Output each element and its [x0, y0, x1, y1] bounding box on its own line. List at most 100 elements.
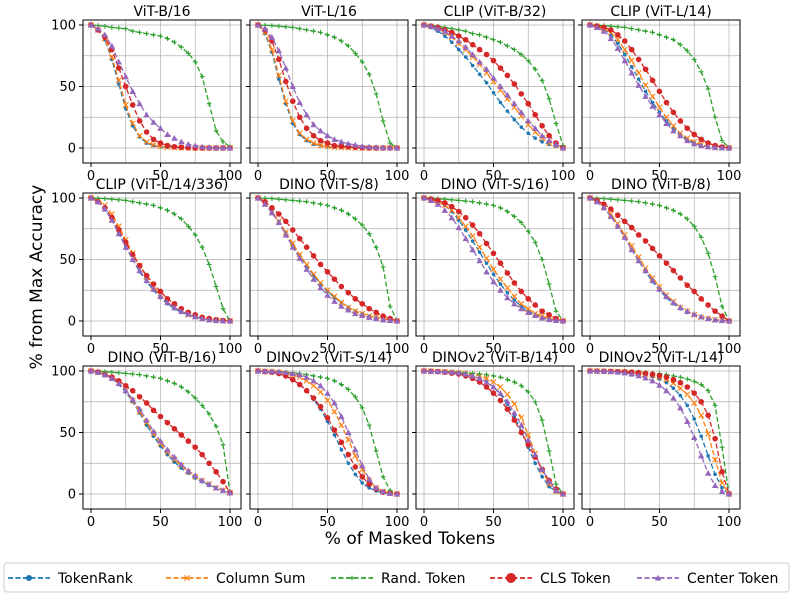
data-point	[268, 209, 276, 216]
data-point	[289, 83, 296, 90]
data-point	[269, 205, 275, 211]
data-point	[518, 300, 525, 307]
data-point	[685, 403, 690, 408]
data-point	[490, 266, 497, 273]
data-point	[712, 456, 719, 463]
data-point	[150, 136, 157, 143]
data-point	[205, 316, 213, 323]
series-center-token	[254, 194, 401, 324]
data-point	[525, 431, 532, 438]
data-point	[497, 397, 504, 404]
data-point	[345, 429, 352, 436]
data-point	[532, 111, 538, 118]
data-point	[463, 228, 468, 232]
data-point	[691, 140, 698, 147]
data-point	[115, 77, 122, 84]
data-point	[199, 74, 205, 80]
data-point	[691, 288, 698, 295]
data-point	[379, 316, 387, 323]
data-point	[345, 436, 352, 443]
data-point	[497, 65, 504, 71]
data-point	[670, 299, 677, 306]
data-point	[164, 131, 171, 138]
x-tick-label: 100	[385, 515, 410, 530]
data-point	[539, 308, 545, 314]
data-point	[720, 486, 724, 490]
data-point	[525, 228, 531, 234]
data-point	[664, 380, 669, 385]
data-point	[532, 125, 539, 131]
data-point	[608, 196, 614, 202]
data-point	[719, 444, 725, 450]
data-point	[346, 461, 351, 466]
data-point	[151, 202, 156, 208]
data-point	[691, 223, 697, 229]
y-tick-label: 50	[59, 426, 76, 441]
data-point	[172, 211, 177, 217]
data-point	[483, 255, 490, 262]
data-point	[352, 310, 359, 317]
data-point	[483, 378, 490, 385]
y-tick-label: 50	[59, 80, 76, 95]
data-point	[199, 403, 205, 408]
data-point	[540, 140, 544, 144]
legend-frame	[3, 562, 790, 593]
data-point	[705, 302, 711, 308]
data-point	[359, 462, 366, 469]
data-point	[339, 38, 344, 44]
data-point	[546, 132, 552, 139]
data-point	[199, 143, 206, 150]
data-point	[178, 216, 184, 222]
data-point	[677, 304, 684, 311]
data-point	[359, 222, 365, 228]
data-point	[386, 317, 394, 323]
panel-dinov2-vit-s-14: DINOv2 (ViT-S/14) 0 50 100	[246, 350, 409, 530]
axes-frame	[581, 365, 741, 510]
data-point	[435, 197, 441, 204]
data-point	[115, 230, 122, 237]
data-point	[711, 316, 719, 323]
data-point	[615, 197, 621, 203]
panel-title: DINOv2 (ViT-B/14)	[432, 350, 558, 366]
data-point	[115, 58, 122, 65]
data-point	[497, 384, 504, 390]
data-point	[386, 490, 394, 496]
data-point	[206, 101, 212, 107]
data-point	[178, 432, 185, 438]
data-point	[455, 208, 462, 215]
data-point	[663, 120, 670, 126]
axes-frame	[82, 192, 242, 337]
data-point	[511, 100, 518, 107]
data-point	[317, 279, 324, 286]
data-point	[393, 144, 401, 151]
x-tick-label: 50	[651, 169, 668, 184]
data-point	[670, 267, 677, 274]
data-point	[289, 98, 296, 105]
data-point	[366, 314, 373, 320]
data-point	[318, 201, 323, 207]
series-center-token	[586, 367, 733, 497]
data-point	[470, 31, 476, 37]
data-point	[261, 200, 269, 207]
data-point	[296, 235, 303, 242]
data-point	[393, 490, 401, 497]
legend: TokenRank Column Sum Rand. Token CLS Token C…	[3, 562, 790, 593]
data-point	[628, 69, 635, 76]
legend-label: CLS Token	[540, 571, 611, 587]
data-point	[171, 134, 178, 141]
legend-label: Column Sum	[216, 571, 305, 587]
data-point	[642, 370, 649, 377]
data-point	[656, 104, 663, 111]
series-center-token	[420, 194, 567, 324]
data-point	[325, 375, 330, 381]
data-point	[476, 46, 483, 53]
data-point	[677, 42, 683, 48]
data-point	[539, 123, 545, 129]
data-point	[462, 235, 469, 242]
data-point	[129, 120, 136, 127]
data-point	[380, 313, 386, 319]
data-point	[296, 114, 303, 121]
data-point	[462, 43, 469, 50]
data-point	[677, 118, 684, 124]
data-point	[718, 488, 726, 495]
